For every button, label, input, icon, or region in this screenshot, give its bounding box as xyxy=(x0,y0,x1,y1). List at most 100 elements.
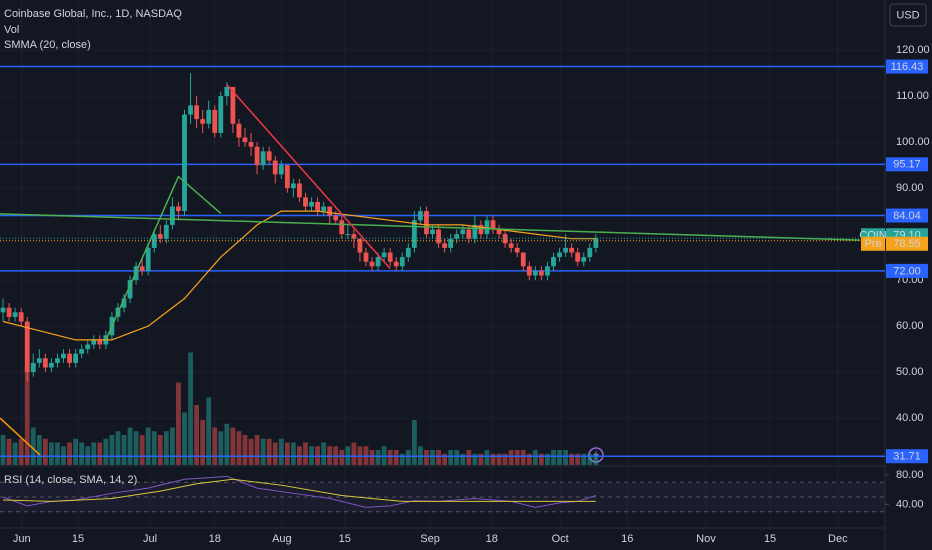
candle-body xyxy=(182,114,187,212)
volume-bar xyxy=(532,450,538,465)
volume-bar xyxy=(97,442,103,465)
candle-body xyxy=(145,247,151,271)
volume-bar xyxy=(369,450,375,465)
candle-body xyxy=(303,197,308,207)
volume-bar xyxy=(49,442,54,465)
candle-body xyxy=(490,220,496,230)
candle-body xyxy=(0,307,6,313)
x-tick-label: Dec xyxy=(828,533,848,545)
y-tick-label: 110.00 xyxy=(896,90,929,102)
volume-bar xyxy=(145,427,151,465)
candle-body xyxy=(188,105,193,115)
volume-bar xyxy=(73,438,79,465)
level-tag xyxy=(886,263,928,278)
candle-body xyxy=(127,280,133,299)
candle-body xyxy=(266,151,272,161)
candle-body xyxy=(194,105,199,120)
candle-body xyxy=(454,234,460,239)
x-tick-label: 18 xyxy=(486,533,498,545)
candle-body xyxy=(242,137,248,143)
candle-body xyxy=(309,201,314,207)
x-tick-label: 15 xyxy=(339,533,351,545)
volume-bar xyxy=(375,450,381,465)
volume-bar xyxy=(55,442,60,465)
candle-body xyxy=(514,247,520,253)
candle-body xyxy=(36,358,42,363)
chart-title: Coinbase Global, Inc., 1D, NASDAQ xyxy=(4,8,182,20)
y-tick-label: 60.00 xyxy=(896,320,924,332)
symbol-label: Pre xyxy=(864,238,881,250)
volume-bar xyxy=(103,438,109,465)
volume-bar xyxy=(212,427,218,465)
rsi-ma-line xyxy=(3,478,596,502)
candle-body xyxy=(424,211,429,235)
level-label: 95.17 xyxy=(893,159,921,171)
volume-bar xyxy=(472,453,478,465)
volume-bar xyxy=(139,435,145,465)
level-tag xyxy=(886,208,928,223)
volume-bar xyxy=(278,438,284,465)
level-label: 31.71 xyxy=(893,451,921,463)
volume-bar xyxy=(405,450,411,465)
y-tick-label: 120.00 xyxy=(896,44,930,56)
candle-body xyxy=(563,247,569,253)
volume-bar xyxy=(593,453,599,465)
volume-bar xyxy=(581,453,587,465)
trend-line xyxy=(105,175,222,341)
candle-body xyxy=(218,96,224,133)
candle-body xyxy=(30,362,36,373)
candle-body xyxy=(575,252,581,262)
candle-body xyxy=(496,229,502,235)
volume-bar xyxy=(387,450,393,465)
volume-bar xyxy=(502,453,508,465)
volume-bar xyxy=(12,442,18,465)
volume-bar xyxy=(587,453,593,465)
volume-bar xyxy=(290,442,296,465)
volume-bar xyxy=(484,450,490,465)
candle-body xyxy=(236,123,242,138)
candle-body xyxy=(369,261,375,267)
volume-bar xyxy=(430,450,435,465)
volume-bar xyxy=(539,453,544,465)
candle-body xyxy=(526,266,532,276)
volume-bar xyxy=(121,435,127,465)
volume-bar xyxy=(424,450,429,465)
level-tag xyxy=(886,449,928,464)
volume-bar xyxy=(466,450,472,465)
candle-body xyxy=(85,344,91,350)
candle-body xyxy=(357,238,363,253)
x-tick-label: Oct xyxy=(552,533,569,545)
candle-body xyxy=(163,224,169,239)
volume-bar xyxy=(157,435,163,465)
volume-bar xyxy=(0,435,6,465)
volume-bar xyxy=(478,453,484,465)
volume-bar xyxy=(194,405,199,465)
candle-body xyxy=(363,252,369,262)
volume-bar xyxy=(6,438,12,465)
candle-body xyxy=(272,160,278,175)
level-label: 72.00 xyxy=(893,265,921,277)
candle-body xyxy=(472,224,478,239)
candle-body xyxy=(91,339,97,345)
candle-body xyxy=(436,229,441,244)
candle-body xyxy=(79,349,85,354)
volume-bar xyxy=(170,427,175,465)
volume-bar xyxy=(563,450,569,465)
candle-body xyxy=(581,257,587,262)
volume-bar xyxy=(496,453,502,465)
volume-bar xyxy=(551,450,556,465)
currency-button[interactable] xyxy=(889,3,927,27)
y-tick-label: 50.00 xyxy=(896,366,924,378)
candle-body xyxy=(260,151,266,166)
volume-bar xyxy=(236,431,242,465)
trend-line xyxy=(0,417,41,456)
volume-bar xyxy=(109,435,115,465)
volume-bar xyxy=(18,438,24,465)
candle-body xyxy=(333,215,339,221)
volume-bar xyxy=(254,435,260,465)
rsi-line xyxy=(2,475,597,508)
volume-bar xyxy=(188,352,193,465)
x-tick-label: Jul xyxy=(143,533,157,545)
candle-body xyxy=(254,146,260,166)
candle-body xyxy=(121,298,127,308)
